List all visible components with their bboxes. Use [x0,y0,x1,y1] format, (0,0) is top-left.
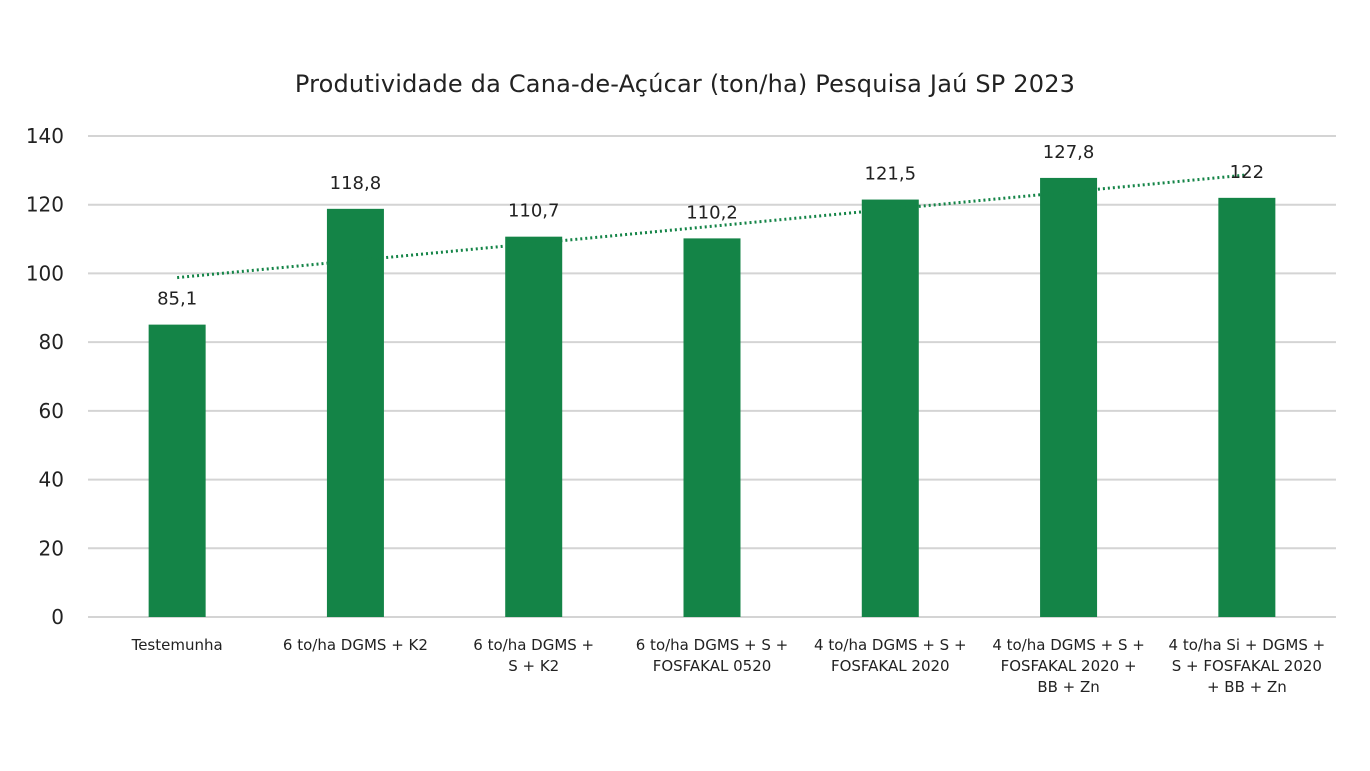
x-tick-label: 4 to/ha DGMS + S + [992,636,1145,654]
x-tick-label: + BB + Zn [1207,678,1287,696]
x-tick-label: BB + Zn [1037,678,1099,696]
x-tick-label: FOSFAKAL 2020 [831,657,950,675]
x-tick-label: 6 to/ha DGMS + S + [636,636,789,654]
x-tick-label: FOSFAKAL 0520 [653,657,772,675]
data-label: 85,1 [157,289,197,310]
data-label: 122 [1230,162,1264,183]
x-tick-label: S + FOSFAKAL 2020 [1172,657,1322,675]
trendline [176,173,1248,280]
data-label: 121,5 [865,164,917,185]
data-label: 118,8 [330,173,382,194]
y-tick-label: 100 [26,261,64,285]
x-tick-label: 6 to/ha DGMS + K2 [283,636,428,654]
bar [505,236,563,617]
x-tick-label: 6 to/ha DGMS + [473,636,594,654]
bar [326,208,384,617]
bar [148,324,206,617]
bar-layer [148,177,1276,618]
y-tick-label: 140 [26,124,64,148]
bar [1040,177,1098,617]
bar [861,199,919,617]
chart-title: Produtividade da Cana-de-Açúcar (ton/ha)… [294,70,1076,98]
x-tick-label: 4 to/ha DGMS + S + [814,636,967,654]
x-tick-label: FOSFAKAL 2020 + [1001,657,1137,675]
data-label: 110,2 [686,202,738,223]
x-axis-labels: Testemunha 6 to/ha DGMS + K2 6 to/ha DGMS … [131,636,1326,696]
bar [683,238,741,618]
bar [1218,197,1276,618]
y-tick-label: 0 [51,605,64,629]
y-axis-ticks: 0 20 40 60 80 100 120 140 [26,124,64,629]
x-tick-label: 4 to/ha Si + DGMS + [1169,636,1326,654]
data-label: 127,8 [1043,142,1095,163]
trendline-layer [176,173,1248,280]
y-tick-label: 120 [26,193,64,217]
y-tick-label: 80 [39,330,64,354]
data-label-layer: 85,1 118,8 110,7 110,2 121,5 127,8 122 [157,142,1264,310]
y-tick-label: 40 [39,468,64,492]
x-tick-label: S + K2 [508,657,559,675]
y-tick-label: 60 [39,399,64,423]
data-label: 110,7 [508,201,560,222]
x-tick-label: Testemunha [131,636,223,654]
y-tick-label: 20 [39,536,64,560]
